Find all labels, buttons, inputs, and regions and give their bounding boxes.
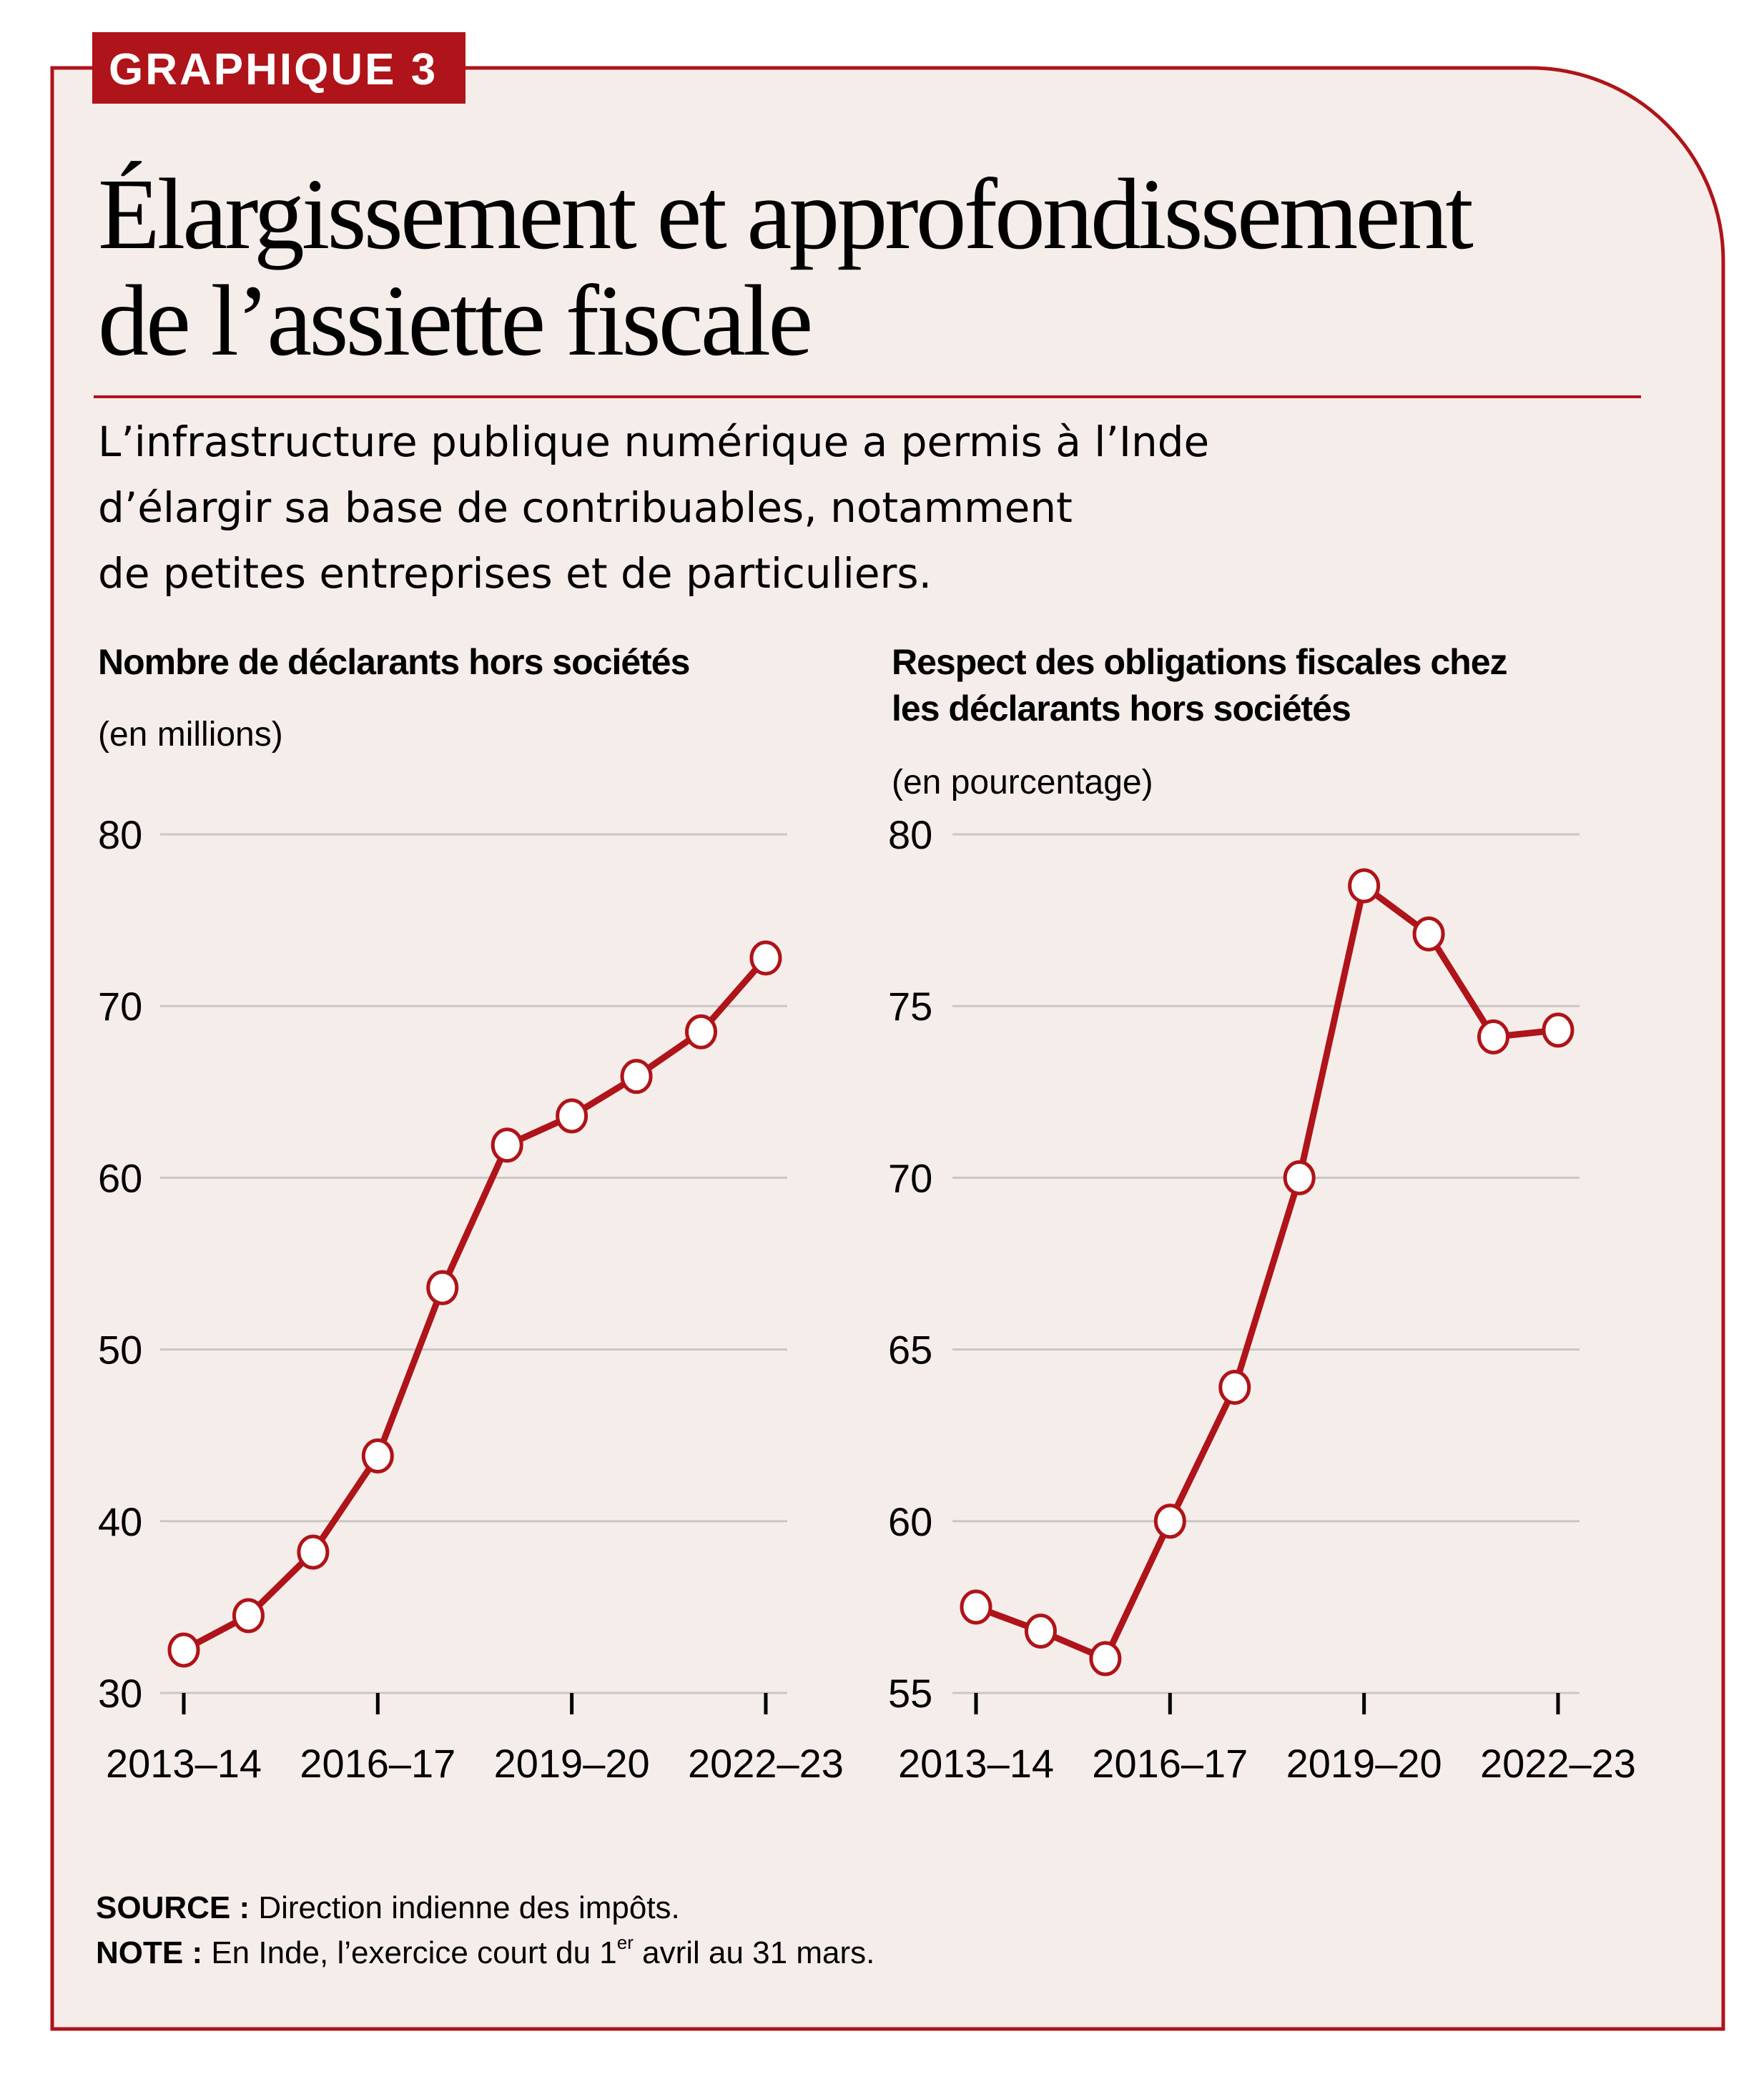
data-point — [1089, 1641, 1122, 1677]
data-point — [361, 1438, 394, 1474]
note-text: En Inde, l’exercice court du 1 — [202, 1935, 617, 1970]
data-point — [556, 1098, 588, 1134]
x-tick-label: 2022–23 — [1480, 1741, 1636, 1786]
x-tick-label: 2013–14 — [106, 1741, 262, 1786]
subtitle-line-3: de petites entreprises et de particulier… — [98, 549, 932, 598]
chart-title-line-2: les déclarants hors sociétés — [892, 688, 1351, 729]
note-superscript: er — [617, 1932, 634, 1953]
x-tick-label: 2019–20 — [494, 1741, 650, 1786]
gridlines — [160, 833, 787, 1694]
y-axis-labels: 30 40 50 60 70 80 — [98, 812, 142, 1716]
data-point — [1477, 1019, 1510, 1055]
chart-compliance-rate: Respect des obligations fiscales chez le… — [888, 642, 1636, 1786]
x-tick-label: 2016–17 — [300, 1741, 455, 1786]
y-tick-label: 65 — [888, 1328, 932, 1373]
subtitle-line-1: L’infrastructure publique numérique a pe… — [98, 418, 1209, 466]
data-point — [426, 1270, 459, 1305]
note-label: NOTE : — [96, 1935, 202, 1970]
y-tick-label: 60 — [888, 1499, 932, 1544]
y-tick-label: 55 — [888, 1671, 932, 1716]
data-point — [491, 1127, 523, 1163]
graphic-badge — [92, 32, 465, 104]
page-title-line-1: Élargissement et approfondissement — [98, 157, 1473, 270]
x-axis: 2013–14 2016–17 2019–20 2022–23 — [898, 1693, 1636, 1786]
data-point — [297, 1534, 330, 1570]
x-axis: 2013–14 2016–17 2019–20 2022–23 — [106, 1693, 844, 1786]
source-note: SOURCE : Direction indienne des impôts. — [96, 1890, 680, 1925]
chart-unit-label: (en pourcentage) — [892, 764, 1153, 801]
subtitle-line-2: d’élargir sa base de contribuables, nota… — [98, 483, 1073, 532]
y-tick-label: 70 — [888, 1155, 932, 1200]
data-point — [1024, 1614, 1057, 1649]
y-tick-label: 75 — [888, 984, 932, 1029]
chart-frame — [50, 66, 1725, 2031]
data-point — [167, 1632, 200, 1668]
series — [960, 868, 1575, 1677]
chart-title-line-1: Respect des obligations fiscales chez — [892, 642, 1507, 682]
series — [167, 940, 782, 1668]
data-point — [232, 1598, 265, 1634]
y-tick-label: 60 — [98, 1155, 142, 1200]
series-line — [182, 955, 769, 1653]
data-point — [749, 940, 782, 976]
series-line — [975, 882, 1559, 1662]
data-point — [620, 1059, 653, 1095]
data-point — [1283, 1160, 1316, 1195]
y-tick-label: 70 — [98, 984, 142, 1029]
data-point — [1412, 916, 1445, 952]
data-point — [960, 1589, 992, 1625]
y-tick-label: 40 — [98, 1499, 142, 1544]
fiscal-year-note: NOTE : En Inde, l’exercice court du 1er … — [96, 1932, 874, 1970]
data-point — [1542, 1012, 1575, 1048]
y-tick-label: 30 — [98, 1671, 142, 1716]
chart-unit-label: (en millions) — [98, 716, 283, 754]
chart-taxpayers-count: Nombre de déclarants hors sociétés (en m… — [98, 642, 844, 1786]
x-tick-label: 2013–14 — [898, 1741, 1054, 1786]
y-tick-label: 80 — [888, 812, 932, 857]
x-tick-label: 2022–23 — [688, 1741, 844, 1786]
y-axis-labels: 55 60 65 70 75 80 — [888, 812, 932, 1716]
badge-label: GRAPHIQUE 3 — [109, 45, 438, 94]
page-title-line-2: de l’assiette fiscale — [98, 264, 810, 377]
x-tick-label: 2019–20 — [1286, 1741, 1442, 1786]
x-tick-label: 2016–17 — [1092, 1741, 1248, 1786]
y-tick-label: 80 — [98, 812, 142, 857]
data-point — [1348, 868, 1381, 904]
source-label: SOURCE : — [96, 1890, 250, 1925]
chart-title: Nombre de déclarants hors sociétés — [98, 642, 689, 682]
data-point — [1218, 1369, 1251, 1405]
data-point — [1153, 1503, 1186, 1539]
note-text-end: avril au 31 mars. — [634, 1935, 874, 1970]
data-point — [685, 1014, 718, 1050]
source-text: Direction indienne des impôts. — [250, 1890, 680, 1925]
y-tick-label: 50 — [98, 1328, 142, 1373]
